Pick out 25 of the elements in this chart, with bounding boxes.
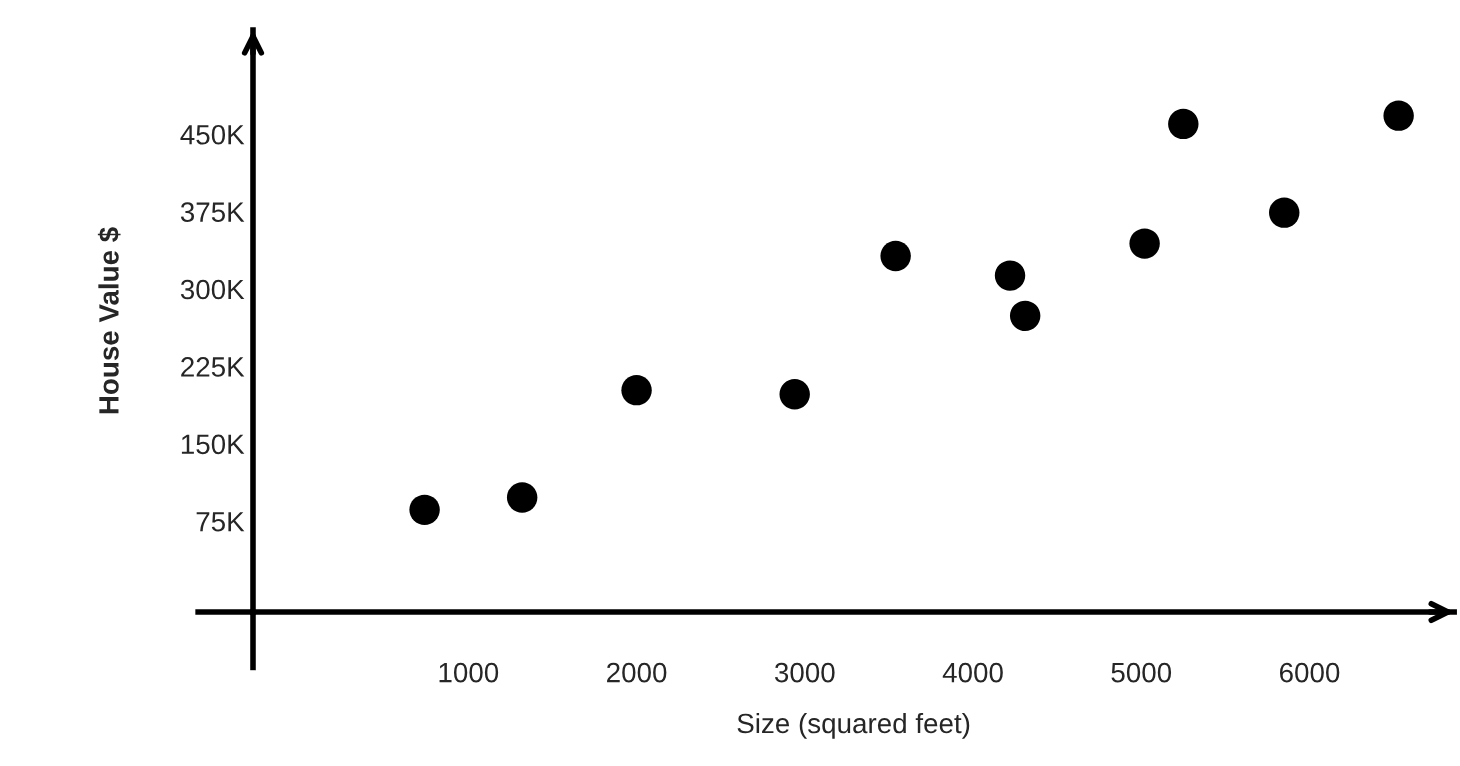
x-axis-title: Size (squared feet) bbox=[737, 712, 970, 739]
point bbox=[1129, 228, 1160, 259]
x-tick-label: 5000 bbox=[1111, 662, 1172, 683]
y-tick-label: 450K bbox=[180, 124, 245, 145]
x-tick-label: 2000 bbox=[607, 662, 667, 683]
point bbox=[1383, 100, 1414, 131]
x-tick-label: 4000 bbox=[942, 662, 1003, 683]
y-tick-label: 75K bbox=[196, 512, 245, 532]
point bbox=[994, 260, 1026, 291]
point bbox=[779, 379, 810, 410]
point bbox=[1168, 108, 1199, 140]
y-tick-label: 300K bbox=[180, 279, 245, 300]
y-axis-title: House Value $ bbox=[97, 227, 121, 414]
x-tick-label: 3000 bbox=[774, 662, 835, 683]
y-tick-label: 150K bbox=[181, 434, 245, 455]
point bbox=[1009, 300, 1041, 332]
point bbox=[409, 494, 440, 526]
x-tick-label: 1000 bbox=[439, 662, 499, 683]
y-tick-label: 375K bbox=[180, 202, 245, 222]
point bbox=[621, 374, 652, 406]
point bbox=[506, 482, 538, 513]
x-tick-label: 6000 bbox=[1280, 662, 1340, 683]
y-tick-label: 225K bbox=[181, 357, 245, 377]
point bbox=[1269, 197, 1300, 228]
point bbox=[880, 240, 911, 272]
